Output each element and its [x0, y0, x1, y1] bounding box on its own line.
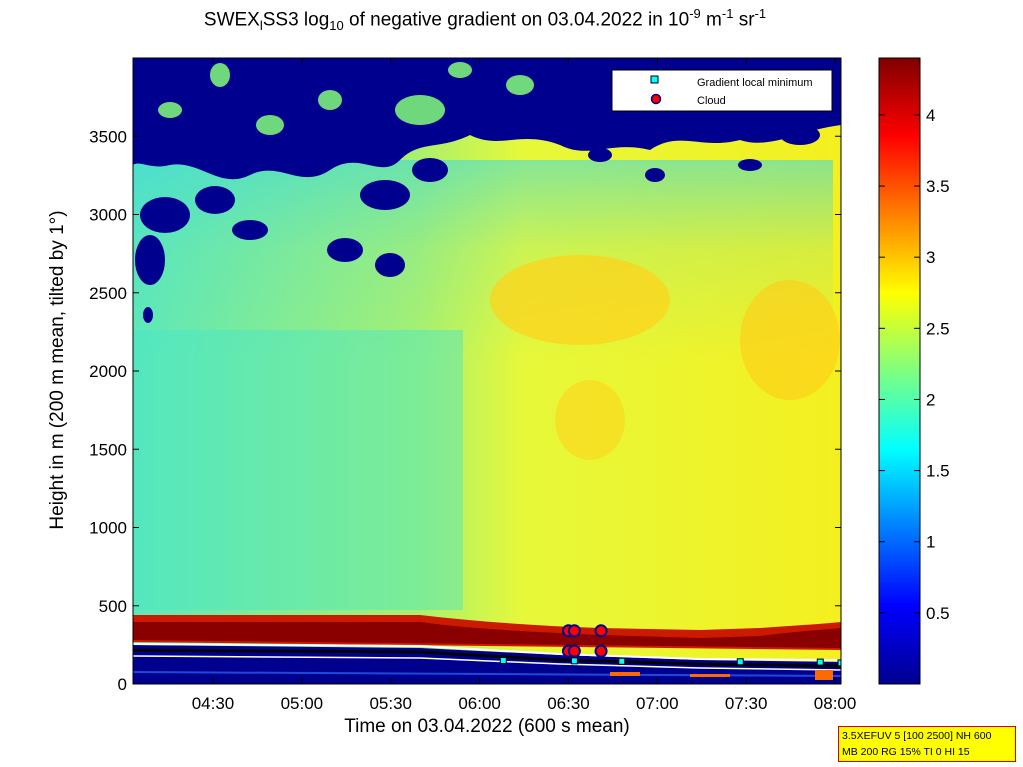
y-tick-label: 2500	[89, 284, 127, 303]
layer-line-white	[133, 643, 841, 661]
settings-info-box: 3.5XEFUV 5 [100 2500] NH 600 MB 200 RG 1…	[838, 726, 1016, 762]
heatmap-ground-speckle	[610, 670, 833, 680]
colorbar-tick-label: 3	[926, 248, 935, 267]
layer-line-black	[133, 648, 841, 668]
x-tick-label: 05:30	[369, 694, 412, 713]
x-tick-label: 06:30	[547, 694, 590, 713]
legend-box	[611, 69, 833, 112]
heatmap-warm-patch	[555, 380, 625, 460]
heatmap-mid-blobs	[158, 62, 534, 135]
cloud-marker	[594, 624, 608, 638]
gradient-minimum-marker	[837, 659, 841, 667]
gradient-minimum-marker	[736, 658, 744, 666]
y-tick-label: 500	[99, 597, 127, 616]
heatmap-boundary-layer-core	[133, 622, 841, 648]
heatmap-plot-area	[133, 58, 841, 684]
x-axis: 04:30 05:00 05:30 06:00 06:30 07:00 07:30 08:00	[192, 58, 857, 713]
y-axis: 0 500 1000 1500 2000 2500 3000 3500	[89, 127, 841, 694]
y-tick-label: 3000	[89, 206, 127, 225]
heatmap-warm-patch	[740, 280, 840, 400]
heatmap-cyan-region	[133, 330, 463, 610]
gradient-minimum-marker	[499, 657, 507, 665]
x-tick-label: 07:30	[725, 694, 768, 713]
y-axis-label: Height in m (200 m mean, tilted by 1°)	[47, 210, 68, 530]
x-tick-label: 06:00	[458, 694, 501, 713]
colorbar-tick-label: 1	[926, 533, 935, 552]
colorbar-axis: 0.5 1 1.5 2 2.5 3 3.5 4	[879, 106, 950, 623]
y-tick-label: 3500	[89, 127, 127, 146]
chart-title: SWEXlSS3 log10 of negative gradient on 0…	[203, 6, 767, 34]
x-tick-label: 07:00	[636, 694, 679, 713]
x-tick-label: 08:00	[814, 694, 857, 713]
cloud-marker	[567, 624, 581, 638]
cloud-marker	[567, 644, 581, 658]
legend-marker-circle	[650, 93, 662, 105]
y-tick-label: 2000	[89, 362, 127, 381]
gradient-minimum-marker	[618, 657, 626, 665]
legend-marker-square	[650, 75, 659, 84]
gradient-minimum-marker	[816, 658, 824, 666]
heatmap-warm-patch	[490, 255, 670, 345]
colorbar-tick-label: 1.5	[926, 462, 950, 481]
legend: Gradient local minimum Cloud	[611, 69, 833, 112]
heatmap-upper-tint	[133, 160, 833, 360]
colorbar-tick-label: 0.5	[926, 604, 950, 623]
y-tick-label: 1000	[89, 519, 127, 538]
colorbar-tick-label: 2	[926, 390, 935, 409]
legend-label-cloud: Cloud	[697, 95, 726, 107]
colorbar-tick-label: 4	[926, 106, 935, 125]
x-tick-label: 04:30	[192, 694, 235, 713]
y-tick-label: 1500	[89, 440, 127, 459]
colorbar	[878, 57, 921, 685]
legend-label-gradient-minimum: Gradient local minimum	[697, 77, 813, 89]
info-line-2: MB 200 RG 15% TI 0 HI 15	[842, 746, 970, 758]
y-tick-label: 0	[118, 675, 127, 694]
colorbar-tick-label: 3.5	[926, 177, 950, 196]
x-axis-label: Time on 03.04.2022 (600 s mean)	[344, 716, 630, 737]
layer-line-white	[133, 655, 841, 671]
heatmap-low-signal-blobs	[135, 125, 820, 323]
cloud-marker	[594, 644, 608, 658]
cloud-markers	[561, 624, 608, 658]
gradient-minimum-markers	[499, 657, 841, 667]
info-line-1: 3.5XEFUV 5 [100 2500] NH 600	[842, 730, 992, 742]
gradient-minimum-marker	[570, 657, 578, 665]
x-tick-label: 05:00	[281, 694, 324, 713]
colorbar-tick-label: 2.5	[926, 319, 950, 338]
